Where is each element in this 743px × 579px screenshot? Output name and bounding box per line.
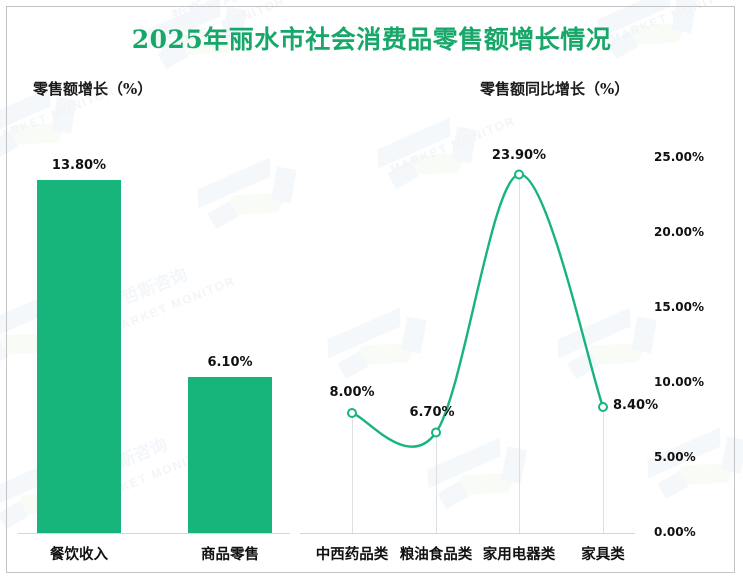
- line-category-label: 粮油食品类: [399, 546, 473, 563]
- bar-1: [37, 180, 121, 533]
- line-value-label: 8.40%: [613, 398, 659, 413]
- bar-category-label: 商品零售: [201, 546, 259, 563]
- gridline: [519, 174, 520, 533]
- y-axis-tick-label: 20.00%: [654, 225, 704, 239]
- data-point-marker: [514, 169, 524, 180]
- bar-chart-baseline: [18, 533, 290, 534]
- gridline: [352, 413, 353, 533]
- y-axis-tick-label: 0.00%: [654, 525, 696, 539]
- line-category-label: 家具类: [581, 546, 625, 563]
- y-axis-tick-label: 10.00%: [654, 375, 704, 389]
- y-axis-tick-label: 5.00%: [654, 450, 696, 464]
- gridline: [603, 407, 604, 533]
- line-category-label: 中西药品类: [315, 546, 389, 563]
- line-category-label: 家用电器类: [482, 546, 556, 563]
- gridline: [436, 432, 437, 533]
- bar-value-label: 13.80%: [51, 158, 107, 173]
- bar-category-label: 餐饮收入: [50, 546, 108, 563]
- line-chart-baseline: [300, 533, 635, 534]
- bar-2: [188, 376, 272, 533]
- left-chart-subtitle: 零售额增长（%）: [33, 80, 153, 98]
- line-value-label: 6.70%: [409, 404, 455, 420]
- y-axis-tick-label: 25.00%: [654, 150, 704, 164]
- data-point-marker: [598, 402, 608, 412]
- line-value-label: 23.90%: [491, 147, 547, 163]
- bar-value-label: 6.10%: [207, 354, 253, 370]
- data-point-marker: [431, 427, 441, 438]
- data-point-marker: [347, 408, 357, 418]
- page-title: 2025年丽水市社会消费品零售额增长情况: [131, 25, 612, 54]
- right-chart-subtitle: 零售额同比增长（%）: [480, 80, 630, 98]
- y-axis-tick-label: 15.00%: [654, 300, 704, 314]
- line-value-label: 8.00%: [329, 385, 375, 400]
- bar-chart: 13.80% 餐饮收入 6.10% 商品零售: [0, 0, 300, 579]
- line-path: [350, 173, 605, 448]
